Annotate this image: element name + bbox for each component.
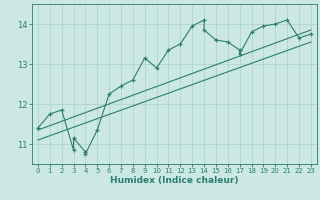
X-axis label: Humidex (Indice chaleur): Humidex (Indice chaleur): [110, 176, 239, 185]
